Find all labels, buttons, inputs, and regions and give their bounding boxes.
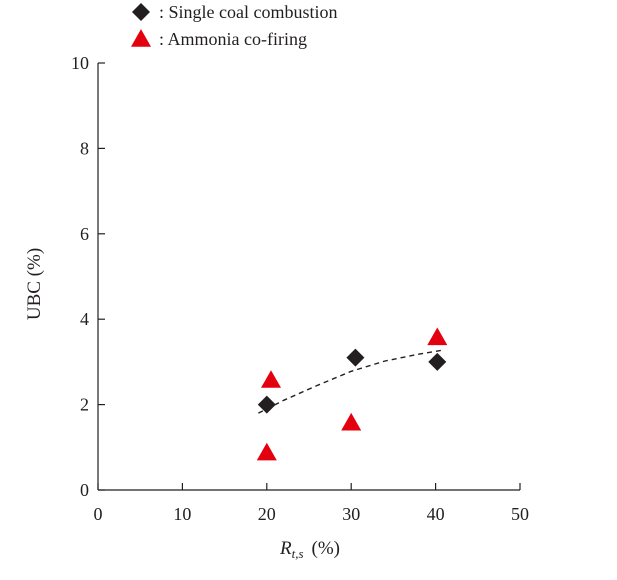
legend-triangle-marker — [131, 29, 151, 47]
y-tick-label: 8 — [80, 138, 89, 158]
triangle-point — [261, 370, 282, 388]
diamond-point — [257, 395, 276, 414]
y-tick-label: 0 — [80, 480, 89, 500]
x-tick-label: 30 — [342, 504, 360, 524]
trendline — [258, 349, 445, 414]
legend: : Single coal combustion : Ammonia co-fir… — [131, 2, 337, 49]
triangle-point — [427, 327, 448, 346]
legend-diamond-marker — [132, 3, 150, 21]
x-tick-label: 50 — [511, 504, 529, 524]
y-axis-title: UBC (%) — [24, 248, 45, 320]
data-marks — [256, 327, 448, 461]
x-axis-unit: (%) — [312, 538, 340, 559]
y-tick-label: 6 — [80, 224, 89, 244]
legend-label: : Ammonia co-firing — [159, 29, 307, 49]
x-tick-label: 40 — [427, 504, 445, 524]
y-tick-label: 10 — [71, 53, 89, 73]
x-tick-label: 10 — [173, 504, 191, 524]
x-axis-symbol: R — [279, 538, 292, 559]
diamond-point — [428, 352, 447, 371]
x-tick-label: 0 — [94, 504, 103, 524]
y-tick-label: 2 — [80, 395, 89, 415]
x-axis-subscript: t,s — [292, 546, 304, 561]
triangle-point — [341, 412, 362, 431]
legend-label: : Single coal combustion — [159, 2, 337, 22]
diamond-point — [346, 348, 365, 367]
trendline-layer — [258, 349, 445, 414]
y-tick-label: 4 — [80, 309, 89, 329]
x-axis-title: Rt,s (%) — [279, 538, 340, 561]
axes: 0 10 20 30 40 50 0 2 4 6 8 10 — [71, 53, 529, 524]
triangle-point — [256, 442, 277, 461]
x-tick-label: 20 — [258, 504, 276, 524]
